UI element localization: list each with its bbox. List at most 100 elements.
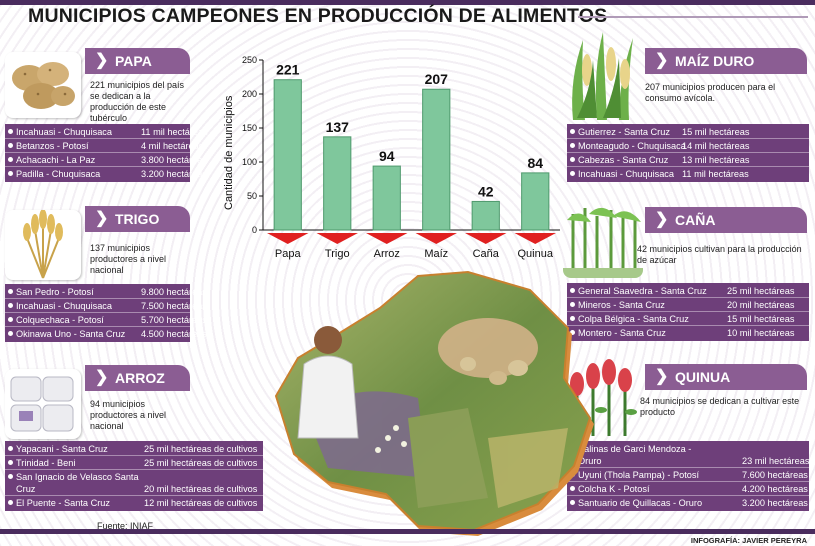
tab-trigo: ❯ TRIGO [85, 206, 190, 232]
bar-arroz [372, 165, 401, 231]
category-marker [465, 233, 507, 244]
y-tick-label: 50 [247, 191, 257, 201]
list-row: Achacachi - La Paz 3.800 hectáreas [5, 153, 207, 167]
row-place: San Ignacio de Velasco Santa Cruz [16, 472, 139, 494]
row-place: Cabezas - Santa Cruz [578, 155, 669, 165]
row-value: 3.200 hectáreas [141, 169, 207, 179]
bar-chart: 0 50 100 150 200 250 221 Papa 137 Trigo 94 Arroz 207… [242, 55, 560, 260]
quinua-description: 84 municipios se dedican a cultivar este… [640, 396, 800, 417]
bullet-dot-icon [570, 288, 575, 293]
tab-label: MAÍZ DURO [675, 53, 755, 69]
list-row: Montero - Santa Cruz 10 mil hectáreas [567, 326, 809, 340]
row-value: 3.800 hectáreas [141, 155, 207, 165]
row-value: 3.200 hectáreas [742, 498, 808, 508]
category-marker [514, 233, 556, 244]
row-value: 25 mil hectáreas de cultivos [144, 458, 258, 468]
row-place: Betanzos - Potosí [16, 141, 89, 151]
bullet-dot-icon [8, 331, 13, 336]
row-place: Uyuni (Thola Pampa) - Potosí [578, 470, 700, 480]
tab-quinua: ❯ QUINUA [645, 364, 807, 390]
wheat-illustration [5, 210, 81, 280]
tab-label: CAÑA [675, 212, 716, 228]
bullet-dot-icon [570, 486, 575, 491]
trigo-list: San Pedro - Potosí 9.800 hectáreas Incahua… [5, 284, 207, 342]
rice-sacks-illustration [5, 369, 81, 439]
list-row: Salinas de Garci Mendoza - Oruro 23 mil h… [567, 442, 809, 468]
tab-papa: ❯ PAPA [85, 48, 190, 74]
bullet-dot-icon [8, 129, 13, 134]
list-row: Uyuni (Thola Pampa) - Potosí 7.600 hectár… [567, 468, 809, 482]
row-value: 4 mil hectáreas [141, 141, 204, 151]
row-place: Colpa Bélgica - Santa Cruz [578, 314, 689, 324]
top-bar [0, 0, 815, 5]
row-value: 4.500 hectáreas [141, 329, 207, 339]
bullet-dot-icon [8, 157, 13, 162]
maiz-description: 207 municipios producen para el consumo … [645, 82, 776, 103]
category-label: Papa [275, 248, 302, 260]
chevron-right-icon: ❯ [655, 52, 669, 69]
chevron-right-icon: ❯ [655, 368, 669, 385]
arroz-description: 94 municipios productores a nivel nacion… [90, 399, 167, 431]
list-row: General Saavedra - Santa Cruz 25 mil hect… [567, 284, 809, 298]
list-row: Okinawa Uno - Santa Cruz 4.500 hectáreas [5, 327, 207, 341]
arroz-list: Yapacani - Santa Cruz 25 mil hectáreas de… [5, 441, 263, 511]
category-marker [316, 233, 358, 244]
row-place: Incahuasi - Chuquisaca [16, 301, 113, 311]
chevron-right-icon: ❯ [95, 52, 109, 69]
bullet-dot-icon [8, 446, 13, 451]
maiz-list: Gutierrez - Santa Cruz 15 mil hectáreas Mo… [567, 124, 809, 182]
row-place: Trinidad - Beni [16, 458, 76, 468]
tab-label: QUINUA [675, 369, 731, 385]
title-rule [578, 16, 808, 18]
list-row: Cabezas - Santa Cruz 13 mil hectáreas [567, 153, 809, 167]
row-value: 15 mil hectáreas [682, 127, 750, 137]
category-label: Arroz [374, 248, 400, 260]
row-value: 7.600 hectáreas [742, 470, 808, 480]
list-row: Incahuasi - Chuquisaca 11 mil hectáreas [567, 167, 809, 181]
bar-papa [273, 79, 302, 231]
category-marker [366, 233, 408, 244]
row-place: Colcha K - Potosí [578, 484, 650, 494]
list-row: Yapacani - Santa Cruz 25 mil hectáreas de… [5, 442, 263, 456]
quinua-list: Salinas de Garci Mendoza - Oruro 23 mil h… [567, 441, 809, 511]
row-value: 10 mil hectáreas [727, 328, 795, 338]
papa-description: 221 municipios del país se dedican a la … [90, 80, 185, 123]
y-tick-label: 100 [242, 157, 257, 167]
row-place: Monteagudo - Chuquisaca [578, 141, 686, 151]
bolivia-map-photo [274, 270, 594, 536]
bar-value-label: 94 [379, 148, 395, 164]
row-value: 14 mil hectáreas [682, 141, 750, 151]
row-value: 23 mil hectáreas [742, 456, 810, 466]
row-place: Incahuasi - Chuquisaca [16, 127, 113, 137]
row-value: 11 mil hectáreas [141, 127, 208, 137]
list-row: Mineros - Santa Cruz 20 mil hectáreas [567, 298, 809, 312]
row-place: Incahuasi - Chuquisaca [578, 169, 675, 179]
list-row: Colquechaca - Potosí 5.700 hectáreas [5, 313, 207, 327]
row-place: Mineros - Santa Cruz [578, 300, 665, 310]
bullet-dot-icon [8, 317, 13, 322]
bar-value-label: 221 [276, 62, 300, 78]
bullet-dot-icon [570, 316, 575, 321]
bar-caña [471, 200, 500, 231]
row-value: 9.800 hectáreas [141, 287, 207, 297]
row-value: 20 mil hectáreas [727, 300, 795, 310]
row-place: San Pedro - Potosí [16, 287, 94, 297]
bar-value-label: 207 [425, 71, 449, 87]
row-place: General Saavedra - Santa Cruz [578, 286, 707, 296]
category-label: Trigo [325, 248, 350, 260]
category-label: Quinua [518, 248, 554, 260]
credit-note: INFOGRAFÍA: JAVIER PEREYRA [690, 536, 807, 545]
y-tick-label: 200 [242, 89, 257, 99]
y-tick-label: 250 [242, 55, 257, 65]
row-value: 11 mil hectáreas [682, 169, 749, 179]
list-row: Colcha K - Potosí 4.200 hectáreas [567, 482, 809, 496]
category-marker [415, 233, 457, 244]
source-note: Fuente: INIAF [97, 521, 154, 531]
tab-cana: ❯ CAÑA [645, 207, 807, 233]
papa-list: Incahuasi - Chuquisaca 11 mil hectáreas Be… [5, 124, 208, 182]
potato-illustration [5, 52, 81, 118]
bar-value-label: 137 [326, 119, 350, 135]
bullet-dot-icon [570, 129, 575, 134]
chevron-right-icon: ❯ [95, 369, 109, 386]
list-row: Santuario de Quillacas - Oruro 3.200 hect… [567, 496, 809, 510]
